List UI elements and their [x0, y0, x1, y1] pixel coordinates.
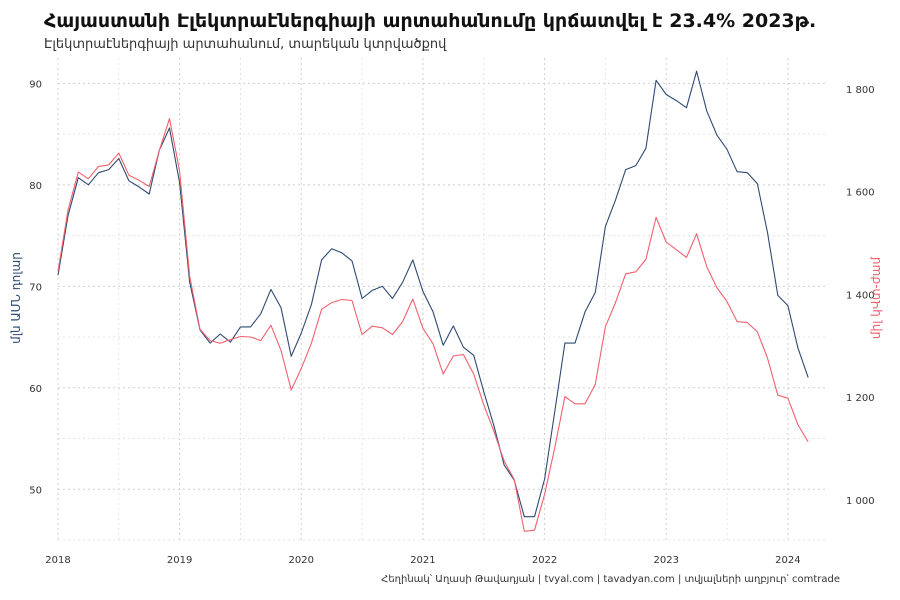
y-right-tick-label: 1 400 — [846, 290, 875, 301]
chart-subtitle: Էլեկտրաէներգիայի արտահանում, տարեկան կտր… — [44, 37, 447, 52]
y-axis-left: 50 60 70 80 90 — [29, 79, 42, 496]
y-right-tick-label: 1 600 — [846, 188, 875, 199]
y-axis-right: 1 000 1 200 1 400 1 600 1 800 — [846, 85, 875, 507]
series-line-kwh — [57, 118, 809, 532]
series-line-usd — [57, 70, 809, 518]
y-right-tick-label: 1 800 — [846, 85, 875, 96]
chart-title: Հայաստանի Էլեկտրաէներգիայի արտահանումը կ… — [44, 10, 817, 32]
y-right-tick-label: 1 200 — [846, 393, 875, 404]
x-tick-label: 2018 — [45, 555, 70, 566]
x-tick-label: 2022 — [532, 555, 557, 566]
source-caption: Հեղինակ՝ Աղասի Թավադյան | tvyal.com | ta… — [381, 574, 840, 585]
y-axis-right-title: միլ կՎտ-ժամ — [869, 257, 883, 340]
y-left-tick-label: 80 — [29, 181, 42, 192]
y-left-tick-label: 70 — [29, 282, 42, 293]
y-axis-left-title: մլն ԱՄՆ դոլար — [9, 252, 23, 344]
x-tick-label: 2019 — [167, 555, 192, 566]
y-right-tick-label: 1 000 — [846, 496, 875, 507]
grid-lines — [57, 58, 828, 541]
y-left-tick-label: 60 — [29, 384, 42, 395]
x-tick-label: 2021 — [410, 555, 435, 566]
x-tick-label: 2020 — [289, 555, 314, 566]
y-left-tick-label: 50 — [29, 485, 42, 496]
x-tick-label: 2023 — [653, 555, 678, 566]
series-lines — [57, 70, 809, 532]
y-left-tick-label: 90 — [29, 79, 42, 90]
x-tick-label: 2024 — [775, 555, 800, 566]
x-axis: 2018 2019 2020 2021 2022 2023 2024 — [45, 555, 800, 566]
